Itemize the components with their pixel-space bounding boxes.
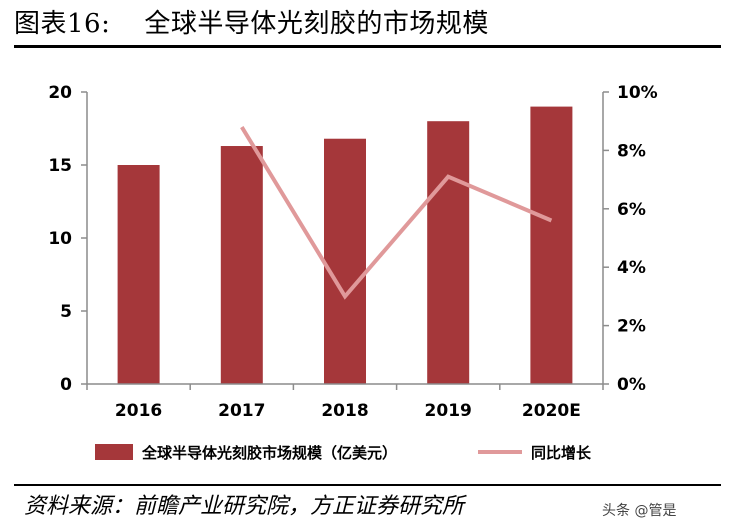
x-tick-label: 2019 [425, 401, 472, 421]
left-tick-label: 15 [48, 156, 72, 176]
x-tick-label: 2018 [321, 401, 368, 421]
right-tick-label: 4% [617, 258, 646, 278]
right-tick-label: 6% [617, 200, 646, 220]
watermark: 头条 @管是 [602, 503, 677, 519]
x-tick-label: 2016 [115, 401, 162, 421]
figure-label: 图表16: [14, 9, 111, 39]
growth-line [240, 125, 553, 300]
left-tick-label: 5 [60, 302, 72, 322]
left-tick-label: 0 [60, 375, 72, 395]
x-tick-label: 2020E [522, 401, 581, 421]
right-tick-label: 8% [617, 141, 646, 161]
legend-label-bar: 全球半导体光刻胶市场规模（亿美元） [141, 444, 397, 462]
left-tick-label: 20 [48, 83, 72, 103]
right-tick-label: 0% [617, 375, 646, 395]
legend-swatch-bar [95, 444, 133, 460]
right-tick-label: 10% [617, 83, 658, 103]
bar-2020e [530, 106, 573, 384]
source-note: 资料来源：前瞻产业研究院，方正证券研究所 [24, 494, 465, 519]
bar-2016 [117, 165, 160, 384]
source-rule [14, 484, 721, 486]
bar-2019 [427, 121, 470, 384]
x-tick-label: 2017 [218, 401, 265, 421]
right-tick-label: 2% [617, 317, 646, 337]
legend-label-line: 同比增长 [531, 444, 592, 462]
left-tick-label: 10 [48, 229, 72, 249]
title-rule [14, 45, 721, 48]
bar-2017 [220, 146, 263, 384]
figure-title: 图表16: 全球半导体光刻胶的市场规模 [14, 4, 489, 44]
bar-2018 [324, 138, 366, 384]
figure-title-text: 全球半导体光刻胶的市场规模 [144, 9, 489, 39]
